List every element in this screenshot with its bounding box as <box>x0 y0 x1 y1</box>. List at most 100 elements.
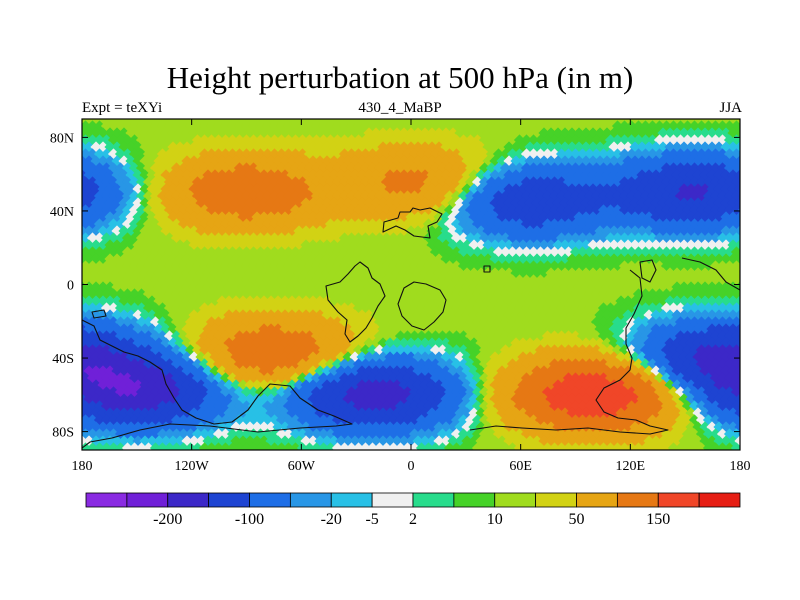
field-cell <box>83 169 95 181</box>
field-cell <box>375 449 377 450</box>
colorbar-box <box>576 492 618 508</box>
field-cell <box>636 119 648 125</box>
field-cell <box>256 449 258 450</box>
field-cell <box>741 225 752 236</box>
field-cell <box>349 119 361 125</box>
field-cell <box>104 127 116 139</box>
colorbar-box <box>494 492 537 508</box>
colorbar-label: -100 <box>235 511 264 528</box>
x-tick-label: 120W <box>175 459 210 474</box>
field-cell <box>734 127 740 139</box>
field-cell <box>730 400 740 412</box>
field-cell <box>734 323 740 335</box>
field-cell <box>340 449 342 450</box>
field-cell <box>487 449 489 450</box>
field-cell <box>585 449 587 450</box>
field-cell <box>86 120 99 132</box>
field-cell <box>104 169 116 181</box>
field-cell <box>90 239 102 251</box>
field-cell <box>699 119 711 125</box>
field-cell <box>235 449 237 450</box>
field-cell <box>83 155 95 167</box>
field-cell <box>741 337 752 348</box>
field-cell <box>552 119 564 125</box>
field-cell <box>741 407 752 418</box>
field-cell <box>571 449 573 450</box>
field-cell <box>83 239 95 251</box>
field-cell <box>741 365 752 376</box>
field-cell <box>86 232 99 244</box>
field-cell <box>93 232 106 244</box>
experiment-label: Expt = teXYi <box>82 100 163 116</box>
field-cell <box>114 176 127 188</box>
field-cell <box>734 351 740 363</box>
field-cell <box>734 379 740 391</box>
field-cell <box>90 169 102 181</box>
field-cell <box>272 119 284 125</box>
field-cell <box>730 190 740 202</box>
field-cell <box>461 119 473 125</box>
field-cell <box>550 449 552 450</box>
y-tick-label: 80N <box>50 131 74 146</box>
field-cell <box>489 119 501 125</box>
x-tick-label: 0 <box>408 459 415 474</box>
field-cell <box>669 449 671 450</box>
colorbar-box <box>698 492 741 508</box>
field-cell <box>104 211 116 223</box>
field-cell <box>741 351 752 362</box>
field-cell <box>321 119 333 125</box>
field-cell <box>335 119 347 125</box>
field-cell <box>608 119 620 125</box>
field-cell <box>228 449 230 450</box>
field-cell <box>93 218 106 230</box>
colorbar-box <box>208 492 250 508</box>
field-cell <box>82 190 92 202</box>
field-cell <box>741 309 752 320</box>
field-cell <box>445 449 447 450</box>
field-cell <box>97 239 109 251</box>
field-cell <box>480 449 482 450</box>
field-cell <box>83 183 95 195</box>
field-cell <box>114 190 127 202</box>
field-cell <box>86 204 99 216</box>
field-cell <box>475 119 487 125</box>
field-cell <box>116 449 118 450</box>
field-cell <box>459 449 461 450</box>
field-cell <box>82 260 92 272</box>
field-cell <box>734 253 740 265</box>
field-cell <box>93 134 106 146</box>
field-cell <box>100 190 113 202</box>
field-cell <box>82 344 92 356</box>
field-cell <box>333 449 335 450</box>
field-cell <box>741 155 752 166</box>
field-cell <box>741 127 752 138</box>
field-cell <box>83 197 95 209</box>
field-cell <box>86 162 99 174</box>
field-cell <box>734 239 740 251</box>
y-tick-label: 40N <box>50 205 74 220</box>
field-cell <box>114 218 127 230</box>
field-cell <box>545 119 557 125</box>
field-cell <box>734 295 740 307</box>
field-cell <box>741 253 752 264</box>
field-cell <box>82 358 92 370</box>
field-cell <box>741 141 752 152</box>
field-cell <box>657 119 669 125</box>
field-cell <box>82 246 92 258</box>
field-cell <box>354 449 356 450</box>
field-cell <box>741 197 752 208</box>
field-cell <box>671 119 683 125</box>
field-cell <box>573 119 585 125</box>
field-cell <box>730 358 740 370</box>
field-cell <box>662 449 664 450</box>
field-cell <box>100 246 113 258</box>
field-cell <box>165 449 167 450</box>
field-cell <box>93 190 106 202</box>
field-cell <box>100 120 113 132</box>
field-cell <box>496 119 508 125</box>
field-cell <box>82 400 92 412</box>
field-cell <box>347 449 349 450</box>
field-cell <box>431 449 433 450</box>
field-cell <box>447 119 459 125</box>
colorbar: -200 -100 -20 -5 2 10 50 150 <box>85 492 741 528</box>
